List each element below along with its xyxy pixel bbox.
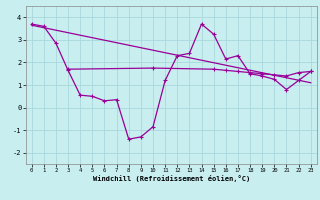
X-axis label: Windchill (Refroidissement éolien,°C): Windchill (Refroidissement éolien,°C): [92, 175, 250, 182]
